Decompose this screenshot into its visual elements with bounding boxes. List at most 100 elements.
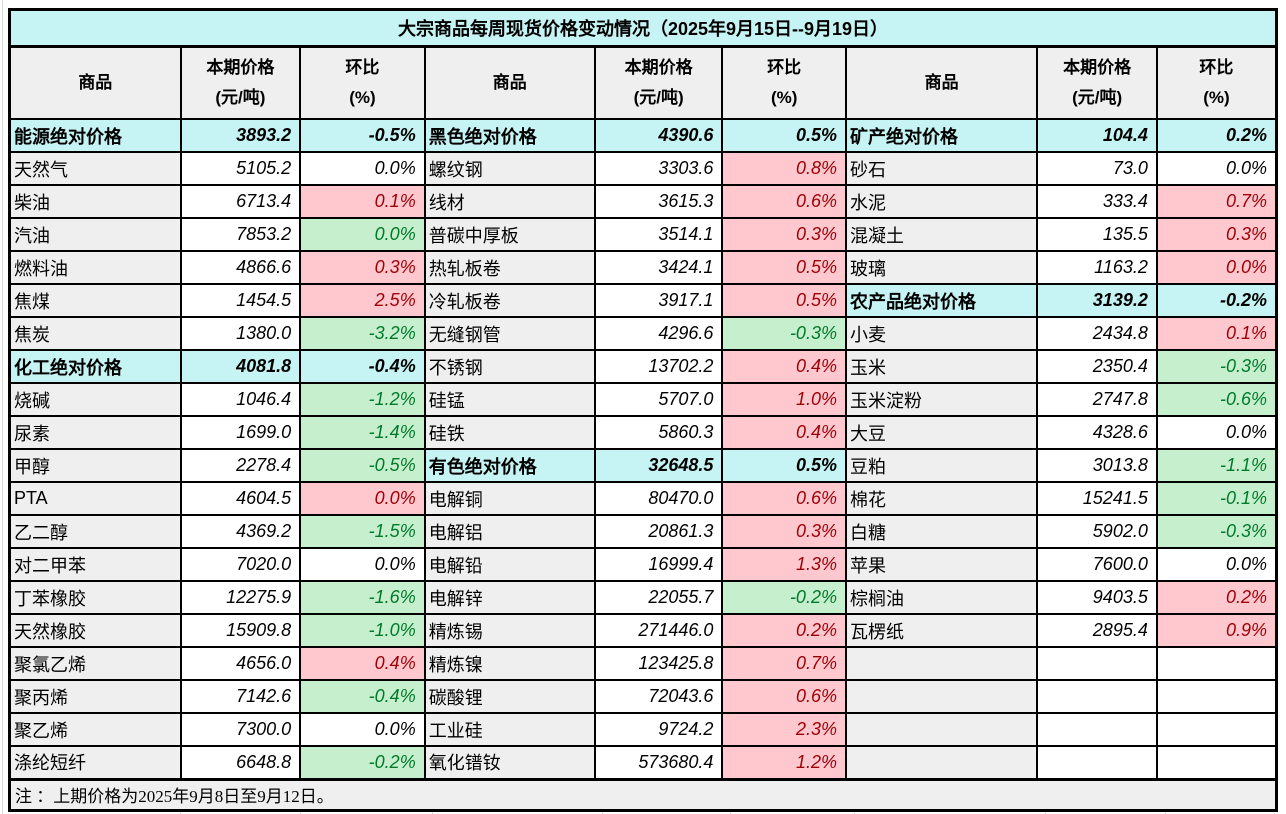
pct-change-cell: 0.5% (721, 250, 847, 285)
table-row: 烧碱 1046.4 -1.2% 硅锰 5707.0 1.0% 玉米淀粉 2747.8 -0.6% (8, 382, 1278, 417)
pct-change-cell: -0.1% (1155, 481, 1278, 516)
price-cell: 1163.2 (1036, 250, 1158, 285)
header-pct-3: 环比 (%) (1155, 45, 1278, 120)
commodity-name-cell: 苹果 (844, 547, 1039, 582)
commodity-name-cell: 线材 (423, 184, 596, 219)
pct-change-cell: 0.0% (299, 217, 426, 252)
header-label: (元/吨) (1072, 88, 1123, 107)
price-cell: 3139.2 (1036, 283, 1158, 318)
commodity-price-table: 大宗商品每周现货价格变动情况（2025年9月15日--9月19日） 商品 本期价… (8, 8, 1278, 812)
pct-change-cell: 0.2% (721, 613, 847, 648)
commodity-name-cell: 碳酸锂 (423, 679, 596, 714)
commodity-name-cell: 柴油 (8, 184, 182, 219)
table-row: PTA 4604.5 0.0% 电解铜 80470.0 0.6% 棉花 15241.5 -0.1… (8, 481, 1278, 516)
price-cell: 2895.4 (1036, 613, 1158, 648)
header-price-3: 本期价格 (元/吨) (1036, 45, 1158, 120)
commodity-name-cell: 硅铁 (423, 415, 596, 450)
commodity-name-cell: 混凝土 (844, 217, 1039, 252)
commodity-name-cell: 涤纶短纤 (8, 745, 182, 780)
header-label: (元/吨) (633, 88, 684, 107)
commodity-name-cell: 电解锌 (423, 580, 596, 615)
pct-change-cell: 0.0% (299, 481, 426, 516)
commodity-name-cell: 化工绝对价格 (8, 349, 182, 384)
price-cell: 2278.4 (179, 448, 302, 483)
commodity-name-cell: 焦炭 (8, 316, 182, 351)
pct-change-cell: 0.0% (1155, 151, 1278, 186)
price-cell: 1046.4 (179, 382, 302, 417)
header-price-2: 本期价格 (元/吨) (593, 45, 724, 120)
table-row: 天然气 5105.2 0.0% 螺纹钢 3303.6 0.8% 砂石 73.0 0.0% (8, 151, 1278, 186)
price-cell: 4369.2 (179, 514, 302, 549)
table-row: 涤纶短纤 6648.8 -0.2% 氧化镨钕 573680.4 1.2% (8, 745, 1278, 780)
pct-change-cell: 0.1% (299, 184, 426, 219)
pct-change-cell: 0.6% (721, 184, 847, 219)
price-cell: 22055.7 (593, 580, 724, 615)
pct-change-cell: 0.6% (721, 679, 847, 714)
pct-change-cell: 1.0% (721, 382, 847, 417)
price-cell: 4328.6 (1036, 415, 1158, 450)
sheet-gridline (180, 811, 181, 814)
commodity-name-cell: 矿产绝对价格 (844, 118, 1039, 153)
price-cell: 12275.9 (179, 580, 302, 615)
price-cell: 16999.4 (593, 547, 724, 582)
pct-change-cell: 0.3% (721, 514, 847, 549)
pct-change-cell: -1.5% (299, 514, 426, 549)
price-cell: 4081.8 (179, 349, 302, 384)
pct-change-cell: -0.3% (721, 316, 847, 351)
commodity-name-cell: 工业硅 (423, 712, 596, 747)
price-cell: 123425.8 (593, 646, 724, 681)
commodity-name-cell: 冷轧板卷 (423, 283, 596, 318)
price-cell (1036, 712, 1158, 747)
price-cell: 9724.2 (593, 712, 724, 747)
pct-change-cell: 0.2% (1155, 580, 1278, 615)
commodity-name-cell: 聚氯乙烯 (8, 646, 182, 681)
pct-change-cell: 1.3% (721, 547, 847, 582)
pct-change-cell: 0.3% (721, 217, 847, 252)
table-row: 天然橡胶 15909.8 -1.0% 精炼锡 271446.0 0.2% 瓦楞纸 2895.4… (8, 613, 1278, 648)
price-cell (1036, 679, 1158, 714)
header-pct-2: 环比 (%) (721, 45, 847, 120)
price-cell: 7142.6 (179, 679, 302, 714)
price-cell: 7600.0 (1036, 547, 1158, 582)
commodity-name-cell: 电解铝 (423, 514, 596, 549)
price-cell: 6648.8 (179, 745, 302, 780)
price-cell: 9403.5 (1036, 580, 1158, 615)
commodity-name-cell: 电解铅 (423, 547, 596, 582)
price-cell: 15909.8 (179, 613, 302, 648)
header-label: 商品 (78, 73, 113, 92)
price-cell: 271446.0 (593, 613, 724, 648)
commodity-name-cell: 乙二醇 (8, 514, 182, 549)
price-cell: 13702.2 (593, 349, 724, 384)
header-label: (%) (770, 88, 798, 107)
table-row: 燃料油 4866.6 0.3% 热轧板卷 3424.1 0.5% 玻璃 1163.2 0.0% (8, 250, 1278, 285)
commodity-name-cell: 尿素 (8, 415, 182, 450)
price-cell: 7300.0 (179, 712, 302, 747)
price-cell: 1380.0 (179, 316, 302, 351)
pct-change-cell: 0.4% (721, 349, 847, 384)
pct-change-cell: 0.0% (299, 547, 426, 582)
pct-change-cell: 0.4% (721, 415, 847, 450)
table-row: 对二甲苯 7020.0 0.0% 电解铅 16999.4 1.3% 苹果 7600.0 0.0% (8, 547, 1278, 582)
commodity-name-cell: PTA (8, 481, 182, 516)
commodity-name-cell: 硅锰 (423, 382, 596, 417)
pct-change-cell: 0.3% (1155, 217, 1278, 252)
page-title: 大宗商品每周现货价格变动情况（2025年9月15日--9月19日） (8, 8, 1278, 48)
commodity-name-cell: 精炼锡 (423, 613, 596, 648)
price-cell: 4296.6 (593, 316, 724, 351)
price-cell: 2434.8 (1036, 316, 1158, 351)
table-row: 化工绝对价格 4081.8 -0.4% 不锈钢 13702.2 0.4% 玉米 2350.4-… (8, 349, 1278, 384)
price-cell: 3303.6 (593, 151, 724, 186)
commodity-name-cell: 大豆 (844, 415, 1039, 450)
commodity-name-cell: 天然气 (8, 151, 182, 186)
commodity-name-cell: 瓦楞纸 (844, 613, 1039, 648)
commodity-name-cell: 砂石 (844, 151, 1039, 186)
pct-change-cell: 0.0% (1155, 547, 1278, 582)
pct-change-cell: 0.5% (721, 118, 847, 153)
commodity-name-cell: 棉花 (844, 481, 1039, 516)
pct-change-cell (1155, 646, 1278, 681)
commodity-name-cell: 螺纹钢 (423, 151, 596, 186)
pct-change-cell: 0.6% (721, 481, 847, 516)
table-row: 甲醇 2278.4 -0.5% 有色绝对价格 32648.5 0.5% 豆粕 3013.8 -1… (8, 448, 1278, 483)
commodity-name-cell: 玉米淀粉 (844, 382, 1039, 417)
sheet-gridline (1165, 811, 1166, 814)
